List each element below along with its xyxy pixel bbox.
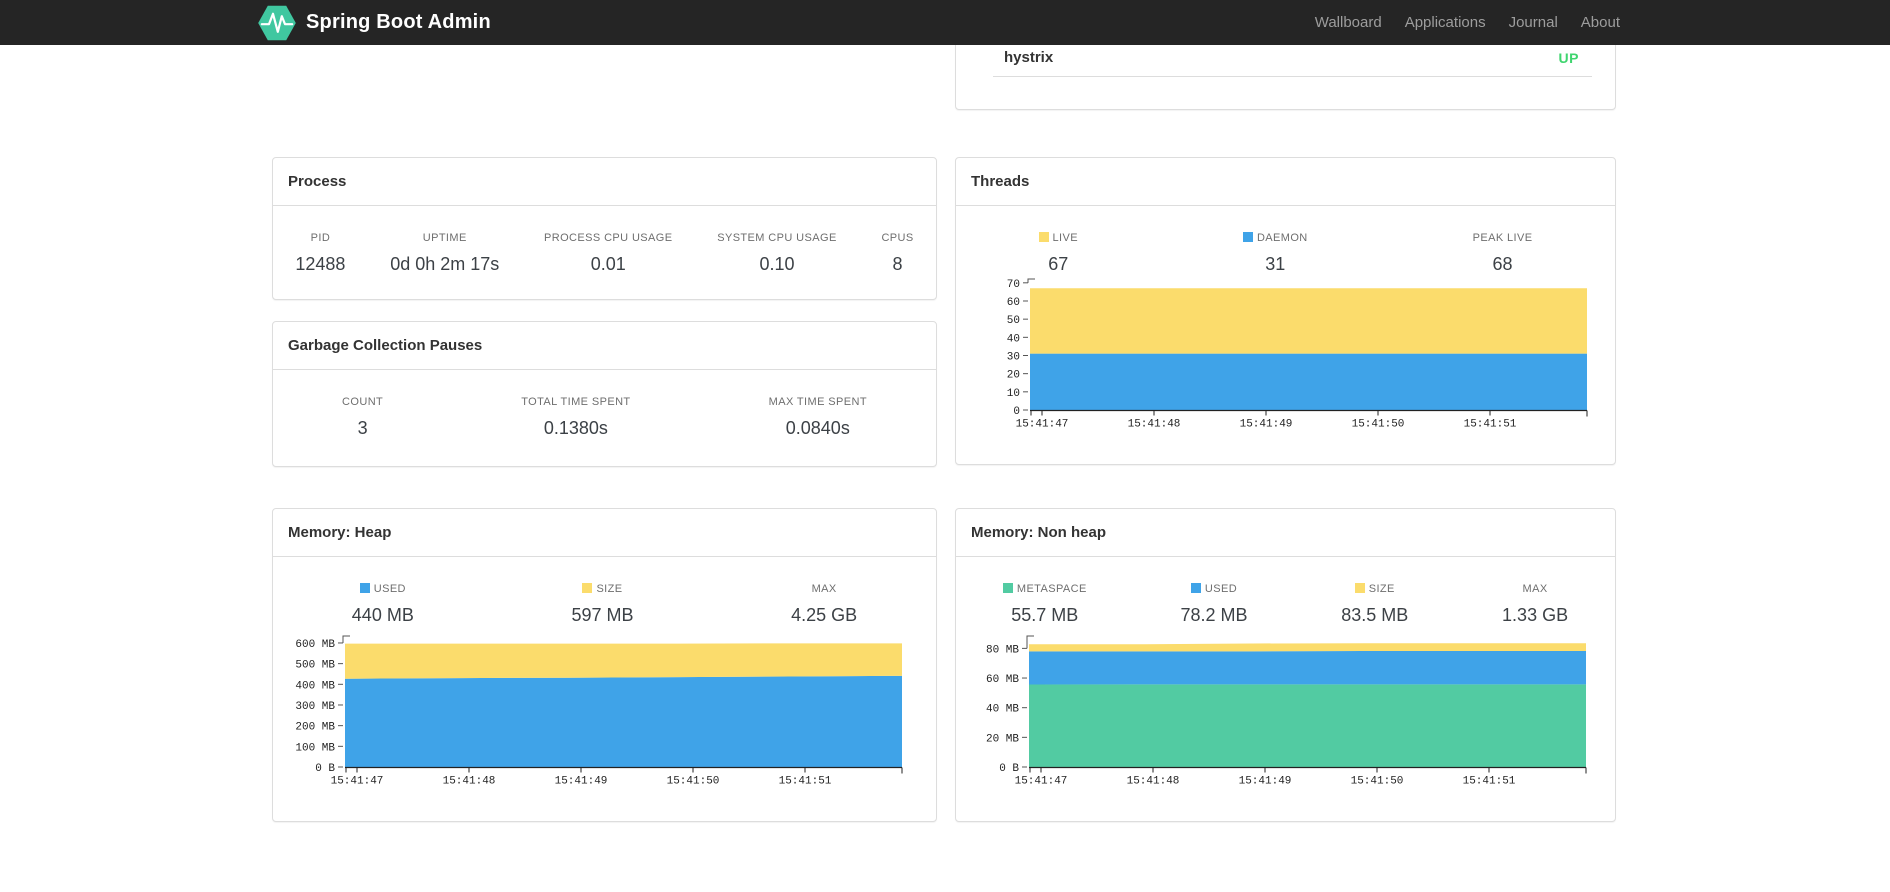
stat-process-cpu-usage: PROCESS CPU USAGE 0.01 xyxy=(544,232,673,274)
threads-chart: 0 10 20 30 40 50 60 70 15:41:47 15:41:48 15:41:49 1… xyxy=(1007,278,1588,431)
legend-swatch-daemon xyxy=(1242,232,1253,242)
svg-text:15:41:47: 15:41:47 xyxy=(331,776,384,788)
svg-text:0: 0 xyxy=(1013,406,1020,418)
legend-swatch-live xyxy=(1038,232,1049,242)
legend-swatch-heap-used xyxy=(359,583,370,593)
svg-text:70: 70 xyxy=(1007,279,1020,291)
threads-card: Threads LIVE 67 DAEMON 31 PEAK LIVE 68 0… xyxy=(955,157,1616,465)
nav-item-wallboard[interactable]: Wallboard xyxy=(1314,13,1382,31)
svg-text:15:41:51: 15:41:51 xyxy=(779,776,832,788)
svg-text:60: 60 xyxy=(1007,297,1020,309)
legend-swatch-nonheap-size xyxy=(1354,583,1365,593)
stat-cpus: CPUS 8 xyxy=(881,232,914,274)
nav-item-about[interactable]: About xyxy=(1580,13,1620,31)
stat-nonheap-used: USED 78.2 MB xyxy=(1180,583,1248,625)
stat-nonheap-size: SIZE 83.5 MB xyxy=(1341,583,1409,625)
svg-text:15:41:47: 15:41:47 xyxy=(1016,419,1069,431)
nonheap-stats: METASPACE 55.7 MB USED 78.2 MB SIZE 83.5… xyxy=(956,582,1615,627)
stat-live-threads: LIVE 67 xyxy=(1038,231,1078,276)
svg-text:500 MB: 500 MB xyxy=(295,660,335,672)
spring-boot-admin-logo-icon xyxy=(258,5,296,41)
svg-text:40: 40 xyxy=(1007,333,1020,345)
process-card-title: Process xyxy=(273,158,936,206)
gc-card-title: Garbage Collection Pauses xyxy=(273,322,936,370)
svg-text:15:41:50: 15:41:50 xyxy=(1351,776,1404,788)
svg-text:40 MB: 40 MB xyxy=(986,704,1019,716)
svg-text:15:41:49: 15:41:49 xyxy=(555,776,608,788)
svg-text:15:41:47: 15:41:47 xyxy=(1015,776,1068,788)
nonheap-card-title: Memory: Non heap xyxy=(956,509,1615,557)
stat-gc-max-time: MAX TIME SPENT 0.0840s xyxy=(768,396,867,438)
stat-pid: PID 12488 xyxy=(295,232,346,274)
svg-text:20 MB: 20 MB xyxy=(986,733,1019,745)
svg-text:10: 10 xyxy=(1007,388,1020,400)
svg-text:20: 20 xyxy=(1007,370,1020,382)
svg-text:15:41:51: 15:41:51 xyxy=(1464,419,1517,431)
stat-gc-total-time: TOTAL TIME SPENT 0.1380s xyxy=(521,396,631,438)
legend-swatch-nonheap-used xyxy=(1190,583,1201,593)
stat-peak-live-threads: PEAK LIVE 68 xyxy=(1472,232,1533,274)
svg-text:15:41:48: 15:41:48 xyxy=(1127,776,1180,788)
navbar: Spring Boot Admin Wallboard Applications… xyxy=(0,0,1890,45)
memory-heap-chart: 0 B 100 MB 200 MB 300 MB 400 MB 500 MB 600 MB 1… xyxy=(295,635,903,788)
gc-stats: COUNT 3 TOTAL TIME SPENT 0.1380s MAX TIM… xyxy=(273,395,936,440)
stat-system-cpu-usage: SYSTEM CPU USAGE 0.10 xyxy=(717,232,837,274)
heap-stats: USED 440 MB SIZE 597 MB MAX 4.25 GB xyxy=(273,582,936,627)
svg-text:30: 30 xyxy=(1007,351,1020,363)
svg-text:15:41:51: 15:41:51 xyxy=(1463,776,1516,788)
svg-text:200 MB: 200 MB xyxy=(295,722,335,734)
nav-links: Wallboard Applications Journal About xyxy=(1315,0,1620,45)
heap-card-title: Memory: Heap xyxy=(273,509,936,557)
svg-text:15:41:48: 15:41:48 xyxy=(443,776,496,788)
nav-item-journal[interactable]: Journal xyxy=(1508,13,1558,31)
svg-text:50: 50 xyxy=(1007,315,1020,327)
stat-gc-count: COUNT 3 xyxy=(342,396,384,438)
svg-text:80 MB: 80 MB xyxy=(986,644,1019,656)
memory-heap-card: Memory: Heap USED 440 MB SIZE 597 MB MAX… xyxy=(272,508,937,822)
stat-heap-max: MAX 4.25 GB xyxy=(791,583,858,625)
svg-text:15:41:50: 15:41:50 xyxy=(667,776,720,788)
nav-item-applications[interactable]: Applications xyxy=(1404,13,1486,31)
stat-heap-used: USED 440 MB xyxy=(351,583,414,625)
memory-nonheap-chart: 0 B 20 MB 40 MB 60 MB 80 MB 15:41:47 15:41:48 1… xyxy=(986,635,1587,788)
threads-stats: LIVE 67 DAEMON 31 PEAK LIVE 68 xyxy=(956,231,1615,276)
svg-text:400 MB: 400 MB xyxy=(295,680,335,692)
legend-swatch-heap-size xyxy=(582,583,593,593)
svg-text:0 B: 0 B xyxy=(999,763,1019,775)
memory-nonheap-card: Memory: Non heap METASPACE 55.7 MB USED … xyxy=(955,508,1616,822)
legend-swatch-metaspace xyxy=(1002,583,1013,593)
svg-text:100 MB: 100 MB xyxy=(295,742,335,754)
svg-text:0 B: 0 B xyxy=(315,763,335,775)
threads-card-title: Threads xyxy=(956,158,1615,206)
svg-text:15:41:49: 15:41:49 xyxy=(1239,776,1292,788)
gc-pauses-card: Garbage Collection Pauses COUNT 3 TOTAL … xyxy=(272,321,937,467)
svg-text:15:41:50: 15:41:50 xyxy=(1352,419,1405,431)
stat-nonheap-max: MAX 1.33 GB xyxy=(1502,583,1569,625)
svg-text:300 MB: 300 MB xyxy=(295,701,335,713)
svg-text:15:41:48: 15:41:48 xyxy=(1128,419,1181,431)
stat-uptime: UPTIME 0d 0h 2m 17s xyxy=(390,232,500,274)
stat-daemon-threads: DAEMON 31 xyxy=(1242,231,1308,276)
process-card: Process PID 12488 UPTIME 0d 0h 2m 17s PR… xyxy=(272,157,937,300)
svg-text:60 MB: 60 MB xyxy=(986,674,1019,686)
status-badge: UP xyxy=(1558,50,1579,66)
brand-title: Spring Boot Admin xyxy=(306,11,491,33)
process-stats: PID 12488 UPTIME 0d 0h 2m 17s PROCESS CP… xyxy=(273,231,936,276)
svg-text:600 MB: 600 MB xyxy=(295,639,335,651)
application-name: hystrix xyxy=(1004,49,1054,66)
stat-heap-size: SIZE 597 MB xyxy=(571,583,634,625)
stat-metaspace: METASPACE 55.7 MB xyxy=(1002,582,1087,627)
brand-link[interactable]: Spring Boot Admin xyxy=(257,0,491,45)
application-row-hystrix[interactable]: hystrix UP xyxy=(993,21,1592,77)
svg-text:15:41:49: 15:41:49 xyxy=(1240,419,1293,431)
